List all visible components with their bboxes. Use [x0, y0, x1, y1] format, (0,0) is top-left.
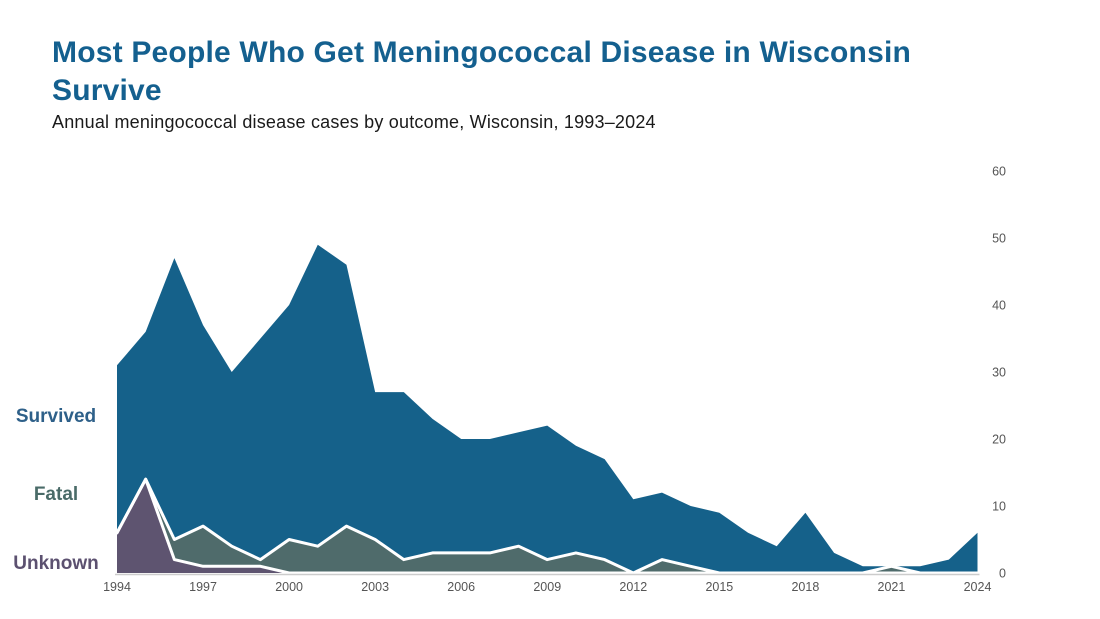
y-tick-label: 30 [992, 366, 1006, 380]
x-tick-label: 2018 [791, 580, 819, 594]
x-tick-label: 2021 [878, 580, 906, 594]
y-tick-label: 0 [999, 567, 1006, 581]
area-fatal [117, 479, 978, 573]
y-tick-label: 20 [992, 433, 1006, 447]
x-tick-label: 2003 [361, 580, 389, 594]
y-tick-label: 40 [992, 299, 1006, 313]
chart-title: Most People Who Get Meningococcal Diseas… [52, 36, 912, 107]
series-label-fatal: Fatal [33, 484, 79, 505]
x-tick-label: 1994 [103, 580, 131, 594]
x-tick-label: 2015 [705, 580, 733, 594]
x-tick-label: 2006 [447, 580, 475, 594]
x-tick-label: 2009 [533, 580, 561, 594]
x-tick-label: 2024 [964, 580, 992, 594]
series-label-survived: Survived [15, 406, 97, 427]
y-tick-label: 10 [992, 500, 1006, 514]
x-tick-label: 2012 [619, 580, 647, 594]
y-tick-label: 60 [992, 165, 1006, 179]
area-survived [117, 244, 978, 573]
chart-subtitle: Annual meningococcal disease cases by ou… [52, 112, 656, 132]
series-label-unknown: Unknown [13, 553, 99, 574]
x-tick-label: 1997 [189, 580, 217, 594]
y-tick-label: 50 [992, 232, 1006, 246]
x-tick-label: 2000 [275, 580, 303, 594]
boundary-fatal [115, 477, 979, 575]
